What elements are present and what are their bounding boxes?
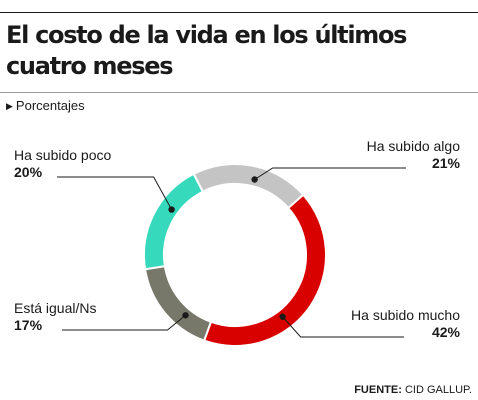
top-rule [0,12,478,13]
slice-ha-subido-algo [192,163,305,210]
leader-dot [251,176,258,183]
triangle-right-icon: ▶ [6,101,13,111]
donut-slices [143,163,327,347]
slice-label: Ha subido mucho [351,307,460,323]
source-value: CID GALLUP. [404,384,472,396]
slice-está-igual-ns [143,264,213,342]
header-divider [0,92,478,93]
leader-line [62,314,186,331]
slice-label: Está igual/Ns [14,300,96,316]
slice-value-label: 21% [432,155,461,171]
leader-dot [279,313,286,320]
source-label: FUENTE: [354,384,402,396]
leader-line [254,167,406,180]
leader-line [282,316,404,338]
subtitle-text: Porcentajes [15,98,85,113]
slice-label: Ha subido algo [367,138,461,154]
leader-lines [57,167,406,338]
slice-ha-subido-poco [143,172,205,271]
leader-dot [168,206,175,213]
source-note: FUENTE: CID GALLUP. [354,384,472,396]
slice-value-label: 20% [14,164,43,180]
chart-subtitle: ▶ Porcentajes [6,98,85,113]
leader-line [57,176,173,210]
slice-value-label: 17% [14,317,43,333]
leader-dot [182,312,189,319]
slice-ha-subido-mucho [202,193,327,347]
slice-label: Ha subido poco [14,147,112,163]
slice-value-label: 42% [432,324,461,340]
chart-title: El costo de la vida en los últimos cuatr… [6,21,407,80]
